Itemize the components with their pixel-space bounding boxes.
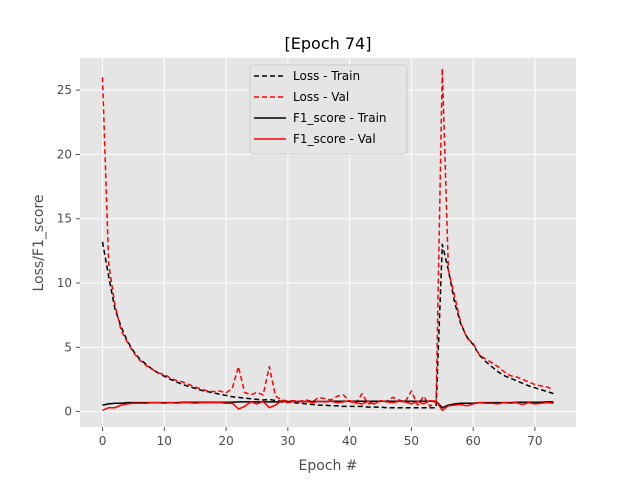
x-tick-label: 60 — [466, 434, 481, 448]
x-tick-label: 20 — [218, 434, 233, 448]
x-tick-label: 10 — [157, 434, 172, 448]
y-axis-label: Loss/F1_score — [31, 194, 47, 291]
y-tick-label: 20 — [57, 147, 72, 161]
chart-title: [Epoch 74] — [285, 34, 372, 53]
y-tick-label: 0 — [64, 405, 72, 419]
x-axis-label: Epoch # — [298, 458, 357, 474]
series-line-1 — [101, 67, 554, 408]
series-layer — [101, 67, 554, 412]
y-tick-label: 5 — [64, 340, 72, 354]
legend-box — [249, 64, 408, 155]
legend: Loss - Train Loss - Val F1_score - Train F1… — [249, 64, 408, 155]
legend-label-0: Loss - Train — [293, 69, 360, 83]
x-tick-label: 40 — [342, 434, 357, 448]
y-tick-label: 25 — [57, 83, 72, 97]
y-tick-label: 10 — [57, 276, 72, 290]
legend-label-1: Loss - Val — [293, 90, 349, 104]
axis-ticks: 0 10 20 30 40 50 60 70 0 5 10 15 20 25 — [57, 83, 543, 448]
y-tick-label: 15 — [57, 212, 72, 226]
legend-label-3: F1_score - Val — [293, 132, 376, 146]
x-tick-label: 70 — [527, 434, 542, 448]
x-tick-label: 0 — [99, 434, 107, 448]
series-line-0 — [101, 241, 554, 409]
series-line-3 — [102, 399, 554, 412]
x-tick-label: 30 — [280, 434, 295, 448]
x-tick-label: 50 — [404, 434, 419, 448]
legend-label-2: F1_score - Train — [293, 111, 387, 125]
